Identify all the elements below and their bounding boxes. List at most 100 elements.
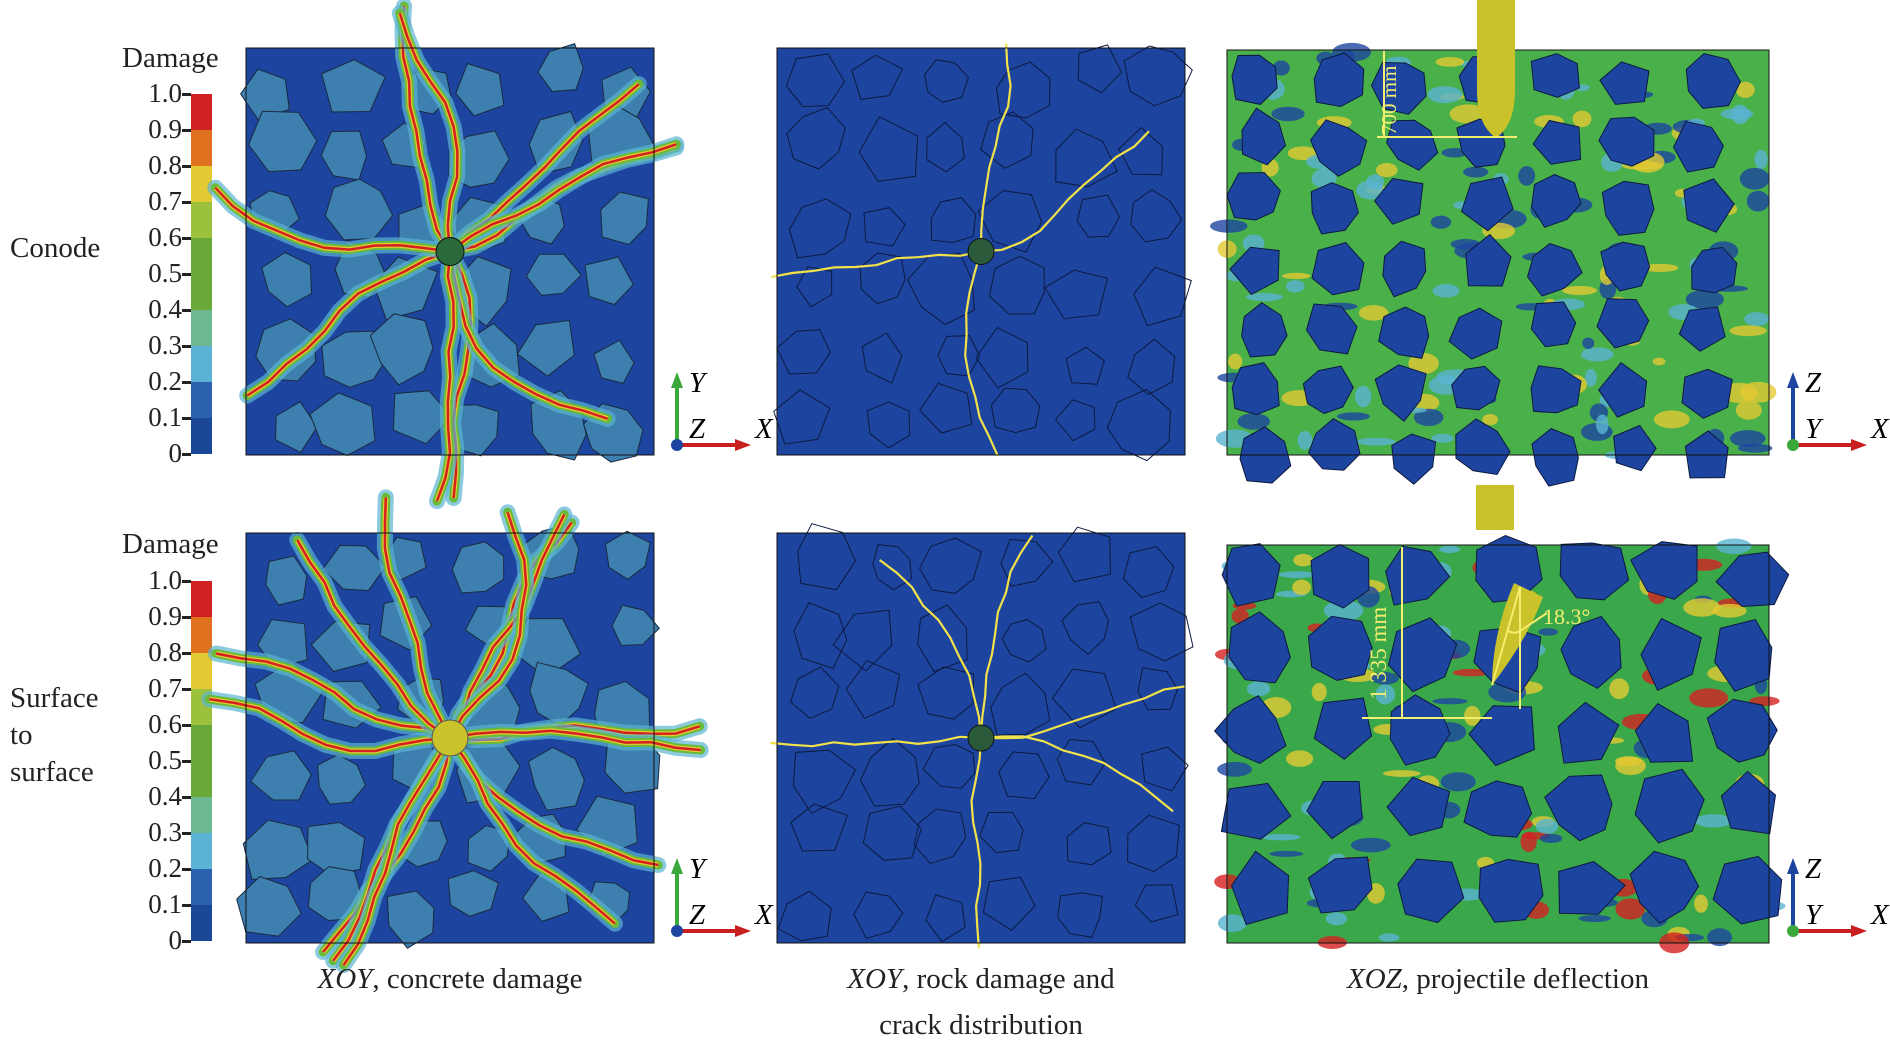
aggregate bbox=[1531, 173, 1582, 228]
panel-surface-rock-cracks bbox=[770, 523, 1194, 949]
damage-patch bbox=[1435, 57, 1465, 67]
aggregate bbox=[1054, 399, 1096, 442]
projectile-shank bbox=[1477, 0, 1515, 90]
crack-line bbox=[970, 737, 983, 949]
aggregate bbox=[1066, 822, 1112, 866]
x-axis-arrowhead bbox=[1851, 925, 1867, 937]
x-axis-arrowhead bbox=[735, 925, 751, 937]
panel-conode-projectile bbox=[1210, 0, 1777, 487]
x-axis-label: X bbox=[754, 899, 774, 931]
crack-line bbox=[979, 534, 1034, 739]
aggregate bbox=[862, 805, 922, 861]
aggregate bbox=[451, 541, 505, 594]
up-axis-arrowhead bbox=[671, 372, 683, 388]
panel-border bbox=[776, 47, 1186, 456]
aggregate bbox=[1307, 615, 1373, 681]
aggregate bbox=[274, 401, 318, 454]
damage-patch bbox=[1609, 678, 1630, 699]
damage-patch bbox=[1729, 430, 1766, 448]
aggregate bbox=[527, 746, 585, 811]
damage-patch bbox=[1292, 579, 1312, 595]
aggregate bbox=[1310, 182, 1359, 235]
damage-patch bbox=[1464, 705, 1481, 726]
aggregate bbox=[1598, 116, 1655, 167]
crack-line bbox=[964, 251, 999, 457]
damage-patch bbox=[1744, 312, 1770, 327]
crack-line bbox=[383, 497, 452, 739]
damage-patch bbox=[1430, 215, 1452, 229]
damage-patch bbox=[1297, 431, 1313, 450]
out-axis-dot bbox=[671, 439, 683, 451]
aggregate bbox=[1057, 526, 1111, 583]
aggregate bbox=[1387, 617, 1458, 693]
aggregate bbox=[1599, 61, 1650, 105]
damage-patch bbox=[1350, 837, 1391, 853]
colorbar-tick-mark bbox=[182, 760, 191, 763]
aggregate bbox=[1386, 776, 1451, 837]
damage-patch bbox=[1408, 352, 1439, 375]
colorbar-segment bbox=[191, 797, 212, 833]
row-label-line: to bbox=[10, 719, 33, 751]
colorbar-tick-label: 1.0 bbox=[148, 565, 182, 595]
aggregate bbox=[1391, 433, 1437, 485]
aggregate bbox=[1460, 176, 1514, 232]
aggregate bbox=[1305, 303, 1358, 355]
caption-text: , rock damage and bbox=[902, 963, 1115, 995]
damage-patch bbox=[1261, 833, 1301, 841]
aggregate bbox=[872, 544, 913, 591]
crack-line bbox=[398, 12, 459, 252]
up-axis-label: Y bbox=[689, 367, 708, 399]
damage-patch bbox=[1641, 263, 1679, 272]
caption-rock-cracks: XOY, rock damage and crack distribution bbox=[737, 956, 1225, 1048]
damage-patch bbox=[1355, 385, 1372, 408]
colorbar-segment bbox=[191, 346, 212, 382]
projectile-hole bbox=[435, 237, 465, 266]
aggregate bbox=[1213, 695, 1287, 764]
x-axis-label: X bbox=[754, 413, 774, 445]
damage-patch bbox=[1615, 898, 1646, 920]
aggregate bbox=[525, 253, 582, 296]
aggregate bbox=[1311, 242, 1365, 296]
colorbar-title: Damage bbox=[122, 42, 219, 74]
colorbar-tick-label: 0.8 bbox=[148, 150, 182, 180]
damage-patch bbox=[1754, 149, 1768, 169]
crack-line bbox=[435, 251, 455, 502]
aggregate bbox=[919, 537, 983, 594]
damage-patch bbox=[1432, 284, 1460, 298]
aggregate bbox=[793, 602, 848, 670]
aggregate bbox=[925, 894, 966, 943]
aggregate bbox=[321, 59, 386, 113]
aggregate bbox=[1044, 269, 1108, 320]
aggregate bbox=[919, 382, 973, 434]
deflection-line bbox=[1491, 586, 1521, 686]
aggregate bbox=[861, 332, 903, 384]
aggregate bbox=[863, 207, 906, 247]
colorbar-segment bbox=[191, 617, 212, 653]
aggregate bbox=[832, 609, 893, 672]
aggregate bbox=[1678, 306, 1726, 352]
aggregate bbox=[249, 750, 312, 801]
aggregate bbox=[1478, 858, 1544, 923]
x-axis-arrowhead bbox=[735, 439, 751, 451]
up-axis-label: Z bbox=[1805, 853, 1822, 885]
damage-patch bbox=[1685, 289, 1724, 309]
panel-conode-rock-cracks bbox=[771, 43, 1193, 462]
colorbar-tick-mark bbox=[182, 796, 191, 799]
deflection-angle-label: 18.3° bbox=[1543, 604, 1591, 629]
aggregate bbox=[447, 870, 499, 917]
crack-line bbox=[209, 697, 451, 753]
aggregate bbox=[975, 326, 1029, 389]
aggregate bbox=[1302, 365, 1354, 415]
damage-patch bbox=[1356, 437, 1396, 446]
aggregate bbox=[236, 875, 302, 937]
up-axis-arrowhead bbox=[1787, 858, 1799, 874]
damage-patch bbox=[1282, 272, 1311, 279]
aggregate bbox=[1685, 52, 1741, 109]
aggregate bbox=[1596, 298, 1650, 349]
colorbar-tick-mark bbox=[182, 381, 191, 384]
crack-line bbox=[770, 735, 982, 748]
aggregate bbox=[600, 191, 649, 246]
aggregate bbox=[988, 255, 1045, 315]
crack-line bbox=[980, 685, 1185, 740]
axis-triad: YZ X bbox=[671, 853, 774, 937]
